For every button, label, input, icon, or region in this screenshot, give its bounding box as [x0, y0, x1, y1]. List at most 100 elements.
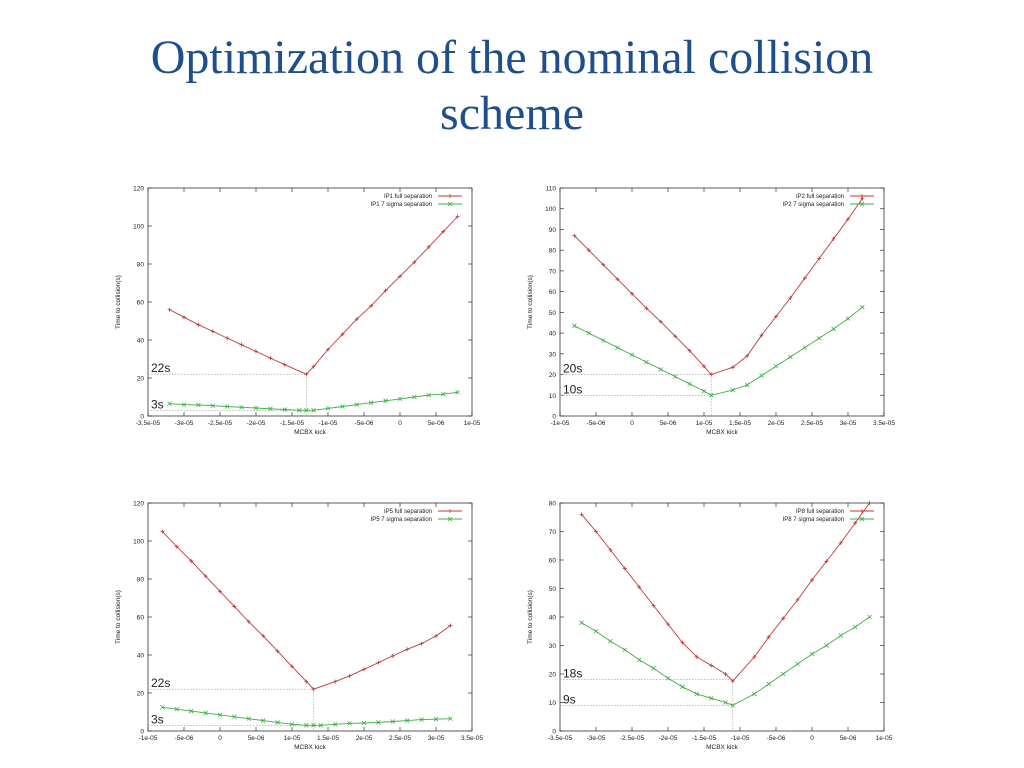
plot-frame	[147, 502, 473, 732]
data-point	[601, 262, 606, 267]
data-point	[752, 691, 757, 697]
data-point	[651, 666, 656, 671]
data-point	[795, 661, 800, 667]
legend-marker	[447, 201, 453, 207]
y-tick-label: 110	[546, 186, 557, 193]
data-point	[867, 614, 872, 620]
data-point	[326, 347, 330, 352]
data-point	[441, 229, 446, 234]
data-point	[608, 548, 613, 553]
data-point	[448, 623, 453, 628]
data-point	[239, 404, 244, 410]
x-tick-label: 1e-05	[696, 420, 713, 427]
data-point	[434, 634, 438, 638]
legend-marker	[859, 516, 865, 522]
data-point	[188, 708, 194, 714]
data-point	[254, 349, 258, 354]
x-tick-label: 3.5e-05	[873, 420, 895, 427]
data-point	[680, 640, 685, 645]
data-point	[282, 407, 288, 412]
data-point	[824, 643, 829, 648]
y-tick-label: 80	[137, 577, 145, 584]
data-point	[622, 647, 628, 653]
annotation-label: 3s	[151, 712, 164, 726]
annotation-label: 10s	[563, 382, 582, 396]
data-point	[368, 400, 374, 405]
series-line	[581, 616, 870, 706]
data-point	[398, 274, 402, 279]
data-point	[426, 244, 431, 249]
data-point	[196, 402, 201, 408]
data-point	[788, 295, 793, 300]
data-point	[766, 634, 771, 639]
y-tick-label: 40	[549, 331, 557, 338]
x-tick-label: 5e-06	[248, 735, 265, 742]
y-tick-label: 70	[549, 268, 557, 275]
data-point	[687, 348, 692, 353]
x-tick-label: -3e-05	[175, 420, 194, 427]
data-point	[817, 256, 822, 261]
chart-ip1: 0 20 40 60 80 100 120 -3.5e-05 -3e-05 -2.5e-05 -2e…	[108, 180, 484, 447]
series-line	[162, 706, 451, 726]
data-point	[579, 620, 584, 625]
data-point	[802, 345, 808, 350]
data-point	[167, 401, 172, 406]
data-point	[867, 501, 872, 505]
annotation-label: 20s	[563, 362, 582, 376]
data-point	[354, 402, 360, 407]
data-point	[311, 408, 316, 413]
legend-label: IP2 full separation	[796, 194, 844, 200]
y-tick-label: 0	[140, 414, 144, 421]
legend-label: IP8 7 sigma separation	[783, 517, 844, 523]
x-tick-label: 2e-05	[356, 735, 373, 742]
slide-title-line1: Optimization of the nominal collision	[150, 31, 874, 84]
data-point	[440, 391, 446, 397]
x-tick-label: -5e-06	[767, 735, 786, 742]
data-point	[593, 628, 599, 634]
data-point	[246, 619, 251, 624]
data-point	[637, 585, 642, 590]
y-tick-label: 10	[549, 393, 557, 400]
data-point	[332, 722, 338, 727]
data-point	[290, 664, 294, 669]
data-point	[651, 603, 656, 608]
x-tick-label: 1.5e-05	[729, 420, 751, 427]
x-tick-label: -3.5e-05	[548, 735, 573, 742]
legend-label: IP8 full separation	[796, 509, 844, 515]
data-point	[845, 316, 851, 321]
y-axis-label: Time to collision(s)	[527, 590, 534, 644]
data-point	[752, 654, 757, 659]
chart-ip2-svg: 0 10 20 30 40 50 60 70 80 90 100 110 -1e-05 -5e-06 0 5e…	[527, 186, 895, 437]
x-axis-label: MCBX kick	[706, 744, 739, 751]
plot-frame	[559, 187, 885, 417]
data-point	[361, 720, 367, 726]
data-point	[210, 329, 215, 334]
y-tick-label: 60	[137, 615, 145, 622]
x-tick-label: -1.5e-05	[692, 735, 717, 742]
data-point	[340, 332, 345, 337]
data-point	[608, 638, 613, 644]
y-tick-label: 80	[137, 262, 145, 269]
x-tick-label: 0	[810, 735, 814, 742]
x-tick-label: 2.5e-05	[389, 735, 411, 742]
data-point	[412, 394, 417, 400]
x-tick-label: 0	[398, 420, 402, 427]
data-point	[268, 406, 273, 412]
data-point	[594, 529, 598, 534]
x-tick-label: 3e-05	[840, 420, 857, 427]
data-point	[788, 354, 793, 360]
data-point	[658, 367, 664, 372]
data-point	[160, 529, 165, 534]
data-point	[730, 703, 736, 708]
y-tick-label: 100	[133, 224, 144, 231]
data-point	[239, 342, 244, 347]
data-point	[860, 304, 865, 310]
data-point	[672, 374, 678, 379]
x-tick-label: -2.5e-05	[208, 420, 233, 427]
y-tick-label: 40	[137, 338, 145, 345]
series-line	[162, 531, 451, 690]
chart-ip2: 0 10 20 30 40 50 60 70 80 90 100 110 -1e-05 -5e-06 0 5e…	[520, 180, 896, 447]
data-point	[666, 622, 670, 627]
data-point	[687, 381, 692, 387]
data-point	[723, 700, 728, 705]
